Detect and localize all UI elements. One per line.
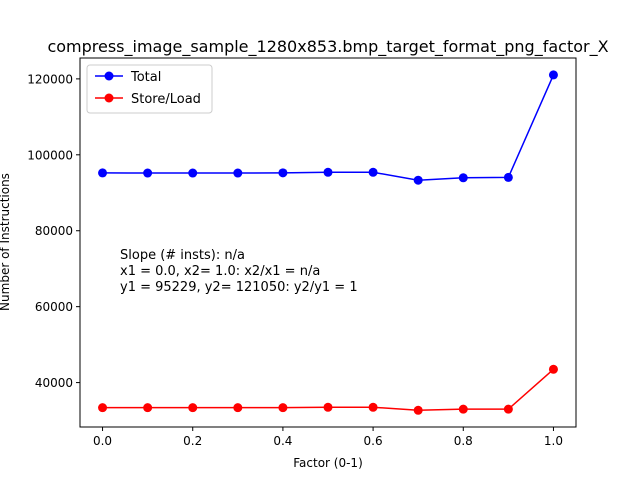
y-tick-label: 120000 [27,72,73,86]
x-tick-label: 0.6 [364,434,383,448]
x-tick-label: 0.0 [93,434,112,448]
x-tick-label: 1.0 [544,434,563,448]
data-point-total [458,173,468,183]
series-layer [98,70,558,415]
data-point-store-load [548,364,558,374]
legend-marker-store-load [104,93,114,103]
data-point-total [548,70,558,80]
data-point-total [233,168,243,178]
annotation-line: x1 = 0.0, x2= 1.0: x2/x1 = n/a [120,264,320,279]
data-point-total [413,175,423,185]
plot-area-frame [79,57,577,428]
data-point-store-load [188,403,198,413]
y-tick-label: 60000 [35,300,73,314]
chart-title: compress_image_sample_1280x853.bmp_targe… [47,37,608,57]
data-point-total [98,168,108,178]
legend-label-store-load: Store/Load [131,92,201,107]
y-tick-label: 40000 [35,376,73,390]
x-axis: 0.0 0.2 0.4 0.6 0.8 1.0 [93,427,563,448]
data-point-store-load [278,403,288,413]
legend-label-total: Total [130,70,161,85]
annotation-line: Slope (# insts): n/a [120,248,245,263]
data-point-store-load [323,402,333,412]
data-point-total [278,168,288,178]
y-tick-label: 100000 [27,148,73,162]
y-axis: 40000 60000 80000 100000 120000 [27,72,80,390]
annotation-box: Slope (# insts): n/a x1 = 0.0, x2= 1.0: … [120,248,358,295]
legend-frame [86,64,213,114]
x-tick-label: 0.4 [273,434,292,448]
data-point-store-load [503,404,513,414]
data-point-store-load [413,405,423,415]
data-point-store-load [233,403,243,413]
data-point-store-load [143,403,153,413]
data-point-total [368,167,378,177]
x-tick-label: 0.2 [183,434,202,448]
legend-marker-total [104,71,114,81]
data-point-store-load [98,403,108,413]
data-point-store-load [458,404,468,414]
data-point-store-load [368,402,378,412]
y-axis-label: Number of Instructions [0,173,12,311]
data-point-total [188,168,198,178]
x-axis-label: Factor (0-1) [293,456,363,470]
y-tick-label: 80000 [35,224,73,238]
data-point-total [143,168,153,178]
data-point-total [323,167,333,177]
legend: Total Store/Load [86,64,213,114]
annotation-line: y1 = 95229, y2= 121050: y2/y1 = 1 [120,280,358,295]
data-point-total [503,172,513,182]
x-tick-label: 0.8 [454,434,473,448]
